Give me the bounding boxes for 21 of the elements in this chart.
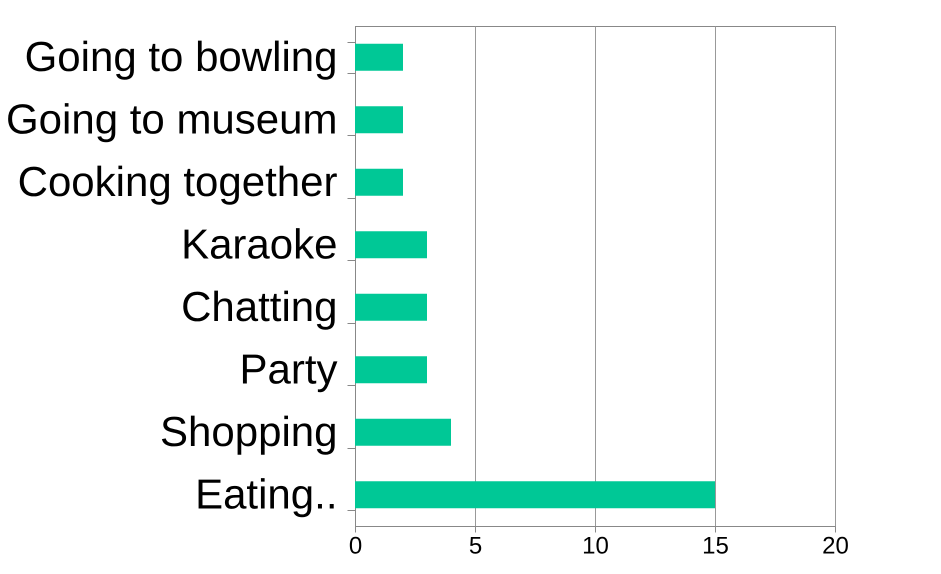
- y-tick-label: Cooking together: [18, 158, 338, 205]
- bar: [355, 356, 427, 384]
- y-tick-label: Going to bowling: [24, 32, 338, 80]
- y-tick-label: Party: [239, 345, 338, 392]
- bar: [355, 168, 403, 196]
- bar: [355, 106, 403, 134]
- y-tick-label: Chatting: [181, 282, 338, 330]
- bar: [355, 294, 427, 321]
- x-tick-label: 20: [822, 532, 849, 560]
- y-tick-label: Eating..: [195, 470, 338, 518]
- bar: [355, 481, 715, 508]
- bar: [355, 44, 403, 71]
- x-tick-label: 10: [582, 532, 609, 560]
- x-tick-label: 5: [468, 532, 482, 560]
- y-tick-label: Going to museum: [6, 95, 338, 142]
- x-tick-label: 0: [348, 532, 362, 560]
- bar: [355, 231, 427, 258]
- bar: [355, 418, 451, 446]
- y-tick-label: Karaoke: [181, 220, 338, 268]
- y-tick-label: Shopping: [160, 408, 338, 455]
- x-tick-label: 15: [702, 532, 729, 560]
